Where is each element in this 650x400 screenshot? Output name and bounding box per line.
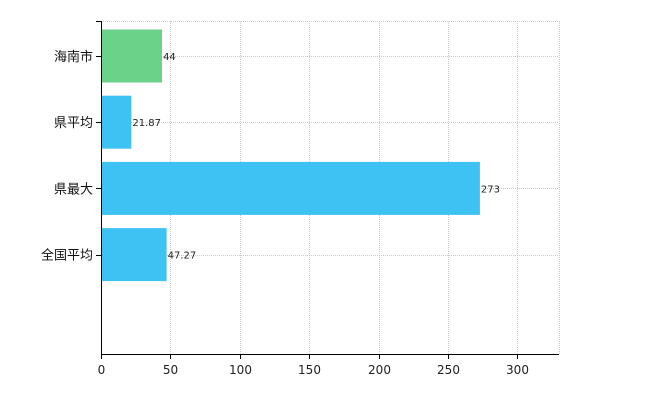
- bar: [102, 95, 132, 149]
- x-tick-label: 250: [437, 363, 460, 377]
- x-tick-label: 50: [163, 363, 178, 377]
- labels: 44 海南市 21.87 県平均 273 県最大 47.27 全国平均 0 50 100 150 200…: [41, 49, 529, 377]
- category-label: 県最大: [54, 182, 93, 197]
- x-tick-label: 150: [298, 363, 321, 377]
- category-label: 県平均: [54, 116, 93, 131]
- bar: [102, 228, 167, 282]
- axes: [96, 21, 559, 359]
- x-tick-label: 300: [506, 363, 529, 377]
- category-label: 海南市: [54, 49, 93, 65]
- bar: [102, 29, 163, 83]
- data-label: 47.27: [168, 251, 197, 262]
- x-tick-label: 200: [368, 363, 391, 377]
- data-label: 44: [163, 52, 176, 63]
- bars: [102, 29, 480, 282]
- x-tick-label: 0: [98, 363, 106, 377]
- bar: [102, 161, 480, 215]
- category-label: 全国平均: [41, 248, 93, 264]
- data-label: 21.87: [132, 118, 161, 129]
- x-tick-label: 100: [229, 363, 252, 377]
- data-label: 273: [481, 184, 500, 195]
